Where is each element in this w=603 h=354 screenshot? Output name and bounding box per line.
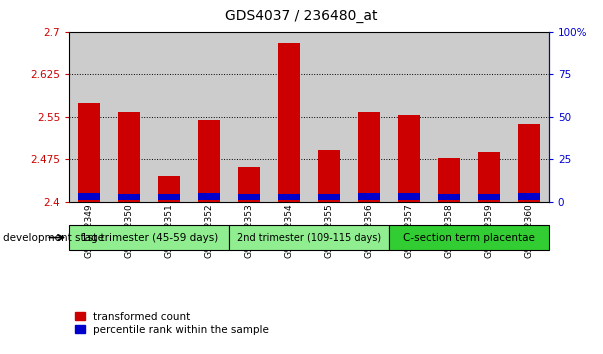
Bar	[198, 193, 220, 200]
Bar	[389, 225, 549, 250]
Bar	[198, 120, 220, 202]
Text: 1st trimester (45-59 days): 1st trimester (45-59 days)	[81, 233, 218, 242]
Bar	[309, 32, 349, 202]
Text: C-section term placentae: C-section term placentae	[403, 233, 535, 242]
Text: 2nd trimester (109-115 days): 2nd trimester (109-115 days)	[237, 233, 381, 242]
Bar	[269, 32, 309, 202]
Legend: transformed count, percentile rank within the sample: transformed count, percentile rank withi…	[75, 312, 269, 335]
Bar	[478, 152, 500, 202]
Bar	[518, 124, 540, 202]
Bar	[69, 32, 109, 202]
Bar	[278, 43, 300, 202]
Bar	[189, 32, 229, 202]
Text: development stage: development stage	[3, 233, 104, 242]
Bar	[478, 194, 500, 200]
Bar	[118, 194, 140, 200]
Bar	[358, 193, 380, 200]
Bar	[398, 115, 420, 202]
Bar	[158, 194, 180, 200]
Bar	[69, 225, 229, 250]
Bar	[509, 32, 549, 202]
Bar	[78, 193, 100, 200]
Bar	[398, 193, 420, 200]
Bar	[118, 112, 140, 202]
Bar	[518, 193, 540, 200]
Bar	[238, 167, 260, 202]
Bar	[318, 150, 340, 202]
Bar	[278, 194, 300, 200]
Bar	[78, 103, 100, 202]
Bar	[429, 32, 469, 202]
Bar	[358, 112, 380, 202]
Bar	[438, 158, 460, 202]
Bar	[229, 225, 389, 250]
Bar	[150, 32, 189, 202]
Bar	[469, 32, 509, 202]
Bar	[109, 32, 149, 202]
Bar	[238, 194, 260, 200]
Text: GDS4037 / 236480_at: GDS4037 / 236480_at	[226, 9, 377, 23]
Bar	[158, 176, 180, 202]
Bar	[229, 32, 269, 202]
Bar	[438, 194, 460, 200]
Bar	[349, 32, 389, 202]
Bar	[389, 32, 429, 202]
Bar	[318, 194, 340, 200]
